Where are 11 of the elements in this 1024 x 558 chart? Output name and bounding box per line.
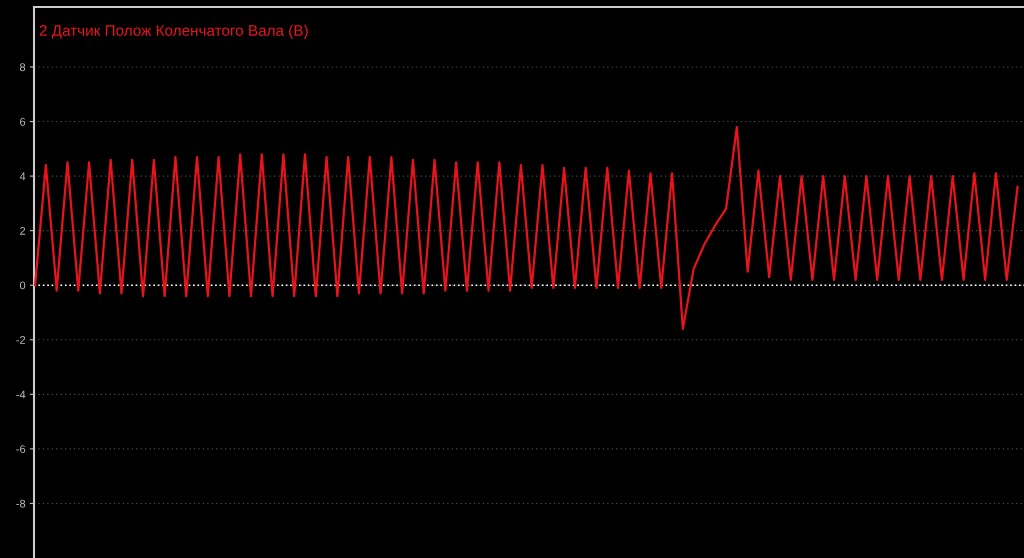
text: 2 Датчик Полож Коленчатого Вала (В) — [39, 24, 308, 39]
y-tick-label: 4 — [19, 172, 26, 181]
line-series — [34, 125, 1019, 330]
y-tick-label: -8 — [16, 499, 26, 508]
y-tick-label: 2 — [20, 226, 26, 235]
y-tick-label: -6 — [16, 445, 26, 454]
y-tick-label: -2 — [16, 336, 26, 344]
y-tick-label: 6 — [20, 117, 26, 126]
y-tick-label: -4 — [16, 390, 26, 399]
y-tick-label: 8 — [19, 63, 26, 72]
y-tick-label: 0 — [19, 281, 26, 290]
